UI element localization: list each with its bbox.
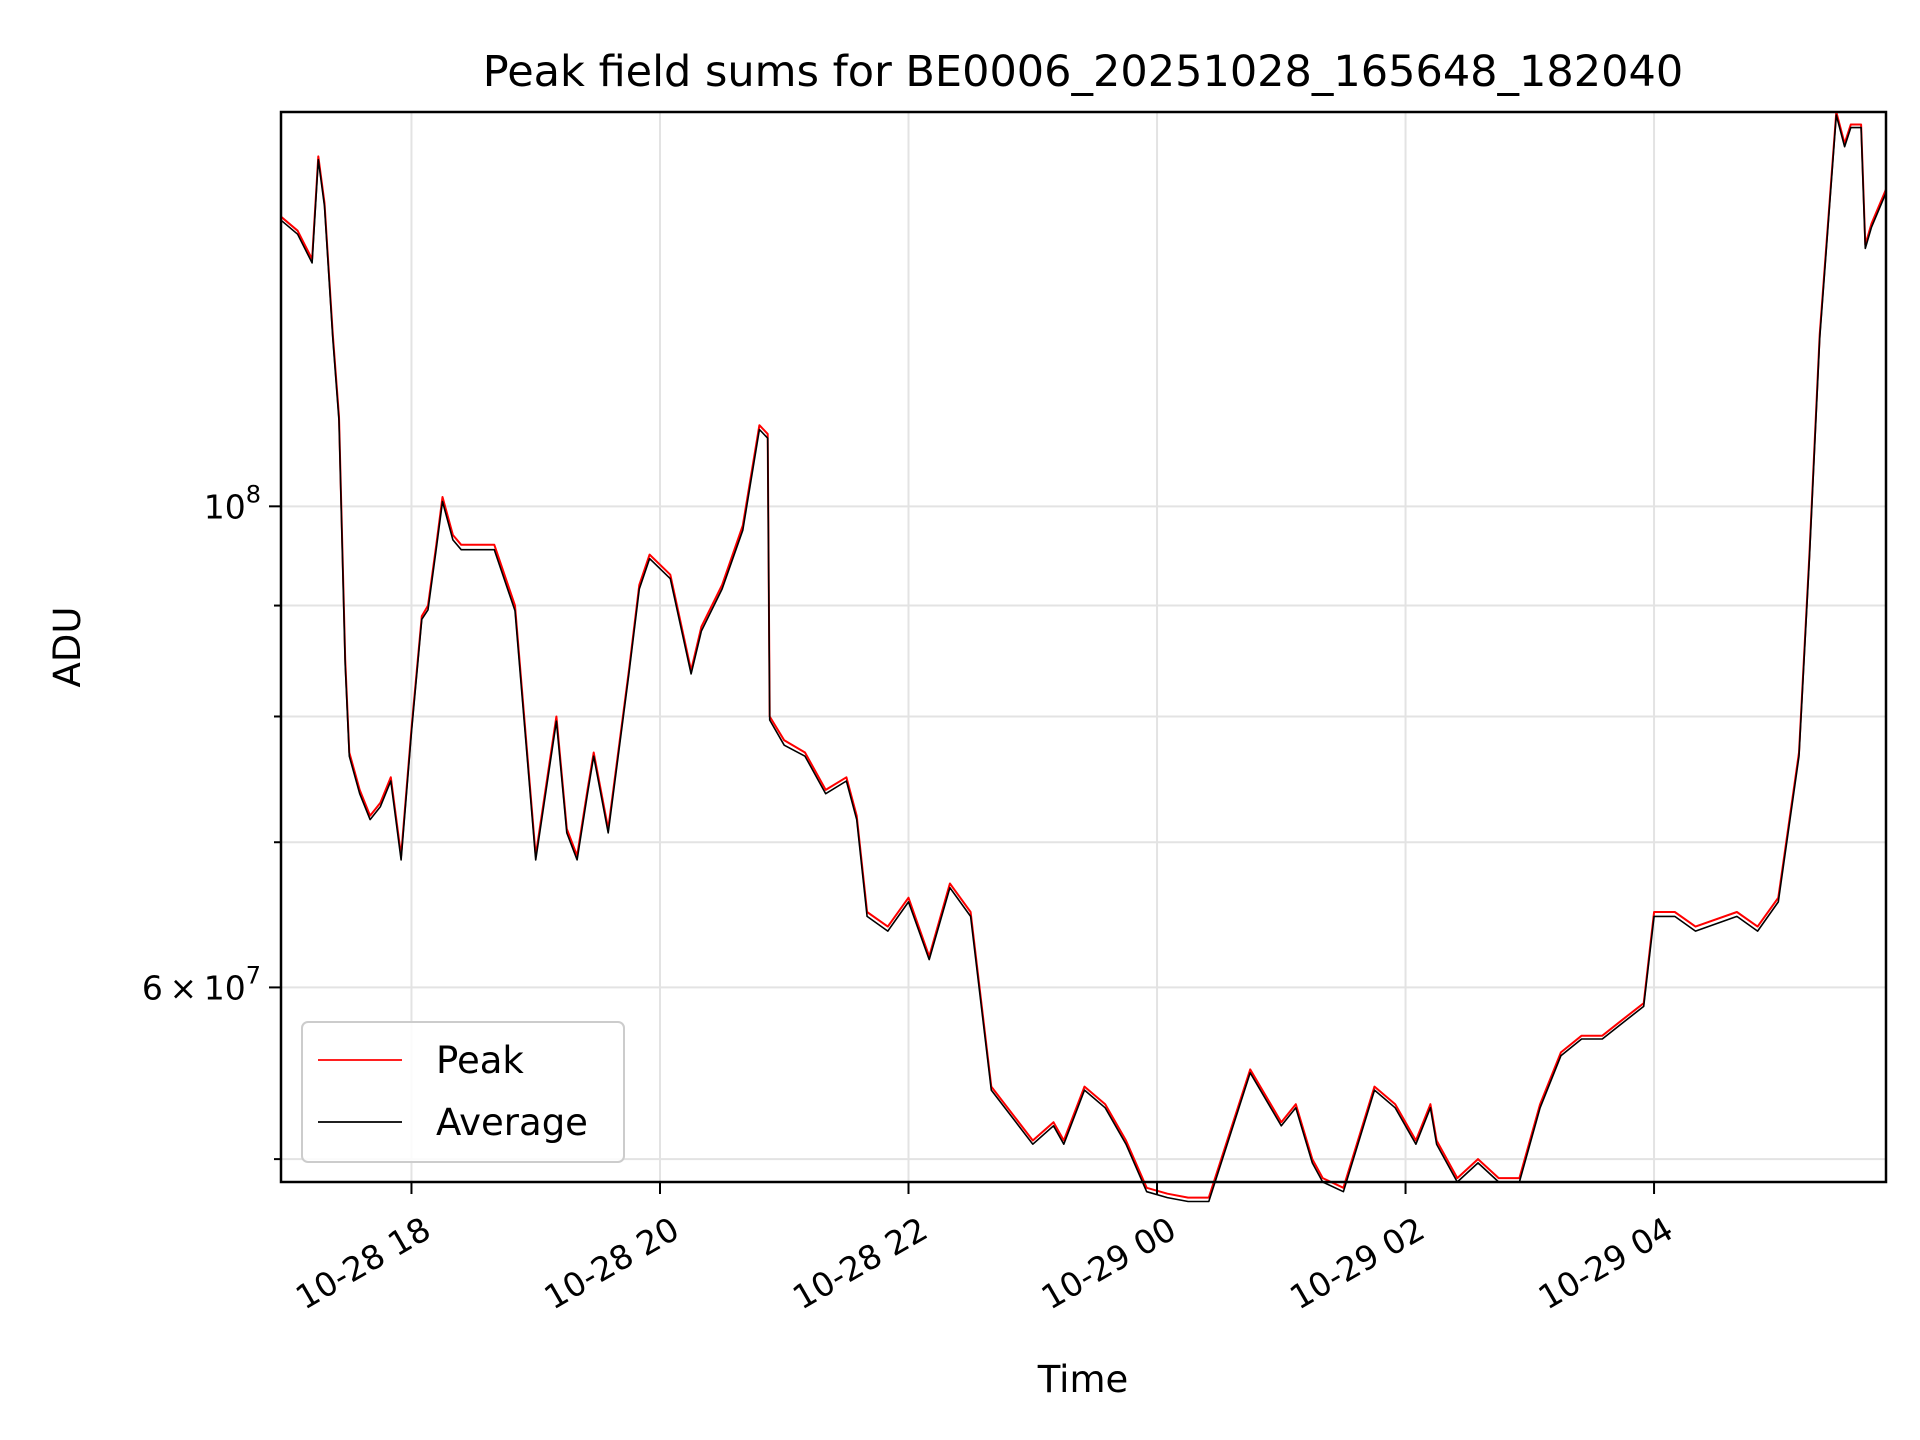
legend-label-average: Average: [436, 1101, 588, 1144]
x-tick-label: 10-28 20: [538, 1209, 686, 1317]
series-lines: [280, 111, 1887, 1203]
series-line-average: [280, 114, 1887, 1203]
x-tick-label: 10-29 02: [1283, 1209, 1431, 1317]
x-axis-label: Time: [1037, 1358, 1129, 1401]
legend-label-peak: Peak: [436, 1039, 524, 1082]
y-axis-label: ADU: [46, 607, 89, 688]
x-tick-label: 10-28 18: [289, 1209, 437, 1317]
y-tick-label: 108: [204, 480, 261, 526]
plot-frame: [279, 110, 1888, 1184]
y-tick-label: 6 × 107: [142, 961, 261, 1007]
chart-title: Peak field sums for BE0006_20251028_1656…: [483, 47, 1683, 97]
x-tick-label: 10-28 22: [786, 1209, 934, 1317]
legend: Peak Average: [301, 1021, 625, 1163]
grid-lines: [281, 112, 1886, 1182]
x-tick-label: 10-29 04: [1532, 1209, 1680, 1317]
legend-box: [301, 1021, 625, 1163]
x-tick-label: 10-29 00: [1035, 1209, 1183, 1317]
